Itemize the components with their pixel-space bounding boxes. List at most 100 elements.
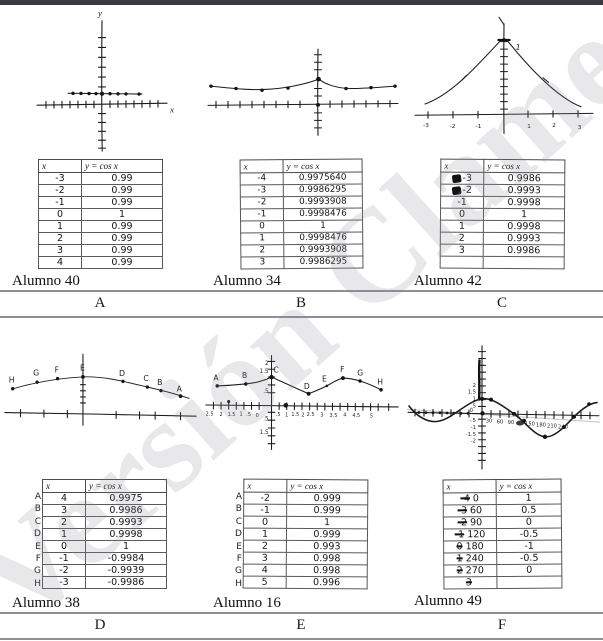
- x-cell: 3: [41, 504, 86, 517]
- x-tick-label: 1: [527, 124, 531, 130]
- y-cell: 1: [84, 540, 167, 553]
- curve: [11, 376, 190, 399]
- ink-scribble: [452, 173, 462, 183]
- x-cell: 3: [443, 576, 497, 590]
- y-tick-labels: 2 1.5 .5 .5 1.5: [259, 361, 268, 436]
- row-label: E: [236, 541, 242, 552]
- table-header-row: x y = cos x: [440, 159, 565, 173]
- column-header-x: x: [38, 159, 82, 173]
- y-cell: 0.999: [286, 504, 368, 517]
- x-value: 120: [467, 529, 486, 541]
- point-label: G: [357, 369, 363, 378]
- table-row: -3 -0.9986: [41, 576, 167, 589]
- y-cell: 0.9993: [84, 516, 167, 529]
- panel-b: x y = cos x -4 0.9975640 -3 0.9986295 -2 0.…: [201, 6, 402, 290]
- y-cell: 0.9993: [483, 184, 565, 197]
- table-row: -2 90 0: [443, 515, 562, 530]
- struck-value: -4: [460, 493, 470, 505]
- row-label: D: [34, 529, 41, 540]
- divider: [0, 290, 603, 292]
- y-cell: 0: [496, 563, 562, 577]
- y-cell: 0.9998476: [283, 207, 363, 221]
- y-cell: 0.9986: [483, 172, 565, 185]
- y-cell: 0.99: [81, 232, 163, 245]
- y-cell: 0.9998: [84, 528, 167, 541]
- x-cell: 4: [38, 256, 82, 269]
- y-tick-label: .5: [263, 417, 269, 423]
- values-table-alumno-42: x y = cos x -3 0.9986 -2 0.9993 -1 0.9998 0…: [439, 158, 566, 270]
- y-tick-label: .5: [263, 389, 269, 395]
- y-axis: [97, 20, 106, 152]
- x-cell: 3: [38, 244, 82, 257]
- y-cell: 0.998: [286, 564, 368, 577]
- x-value: 240: [465, 553, 484, 565]
- curve: [208, 78, 397, 91]
- x-tick-label: 2: [301, 413, 304, 419]
- x-cell: -1: [243, 504, 287, 517]
- x-cell: [440, 256, 484, 269]
- panel-c: -3 -2 -1 1 2 3 1 x y = cos x -3 0.9986 -2…: [402, 6, 603, 290]
- point-label: D: [119, 369, 125, 378]
- y-cell: 0.996: [286, 576, 368, 589]
- x-cell: -1 120: [443, 528, 497, 542]
- x-cell: 1: [38, 220, 82, 233]
- row-label: A: [235, 492, 242, 502]
- curve: [423, 38, 582, 108]
- row-label: F: [35, 553, 41, 564]
- y-cell: 1: [81, 208, 163, 221]
- x-cell: 2 270: [443, 564, 497, 578]
- ink-scribble: [451, 185, 462, 195]
- ruler-line: [406, 408, 600, 423]
- row-label: G: [235, 566, 242, 577]
- y-cell: 0.99: [81, 220, 163, 233]
- y-cell: 0.99: [81, 244, 163, 257]
- x-axis: [3, 409, 197, 421]
- row-label: F: [236, 553, 242, 564]
- x-cell: 3: [240, 256, 284, 270]
- x-cell: -3: [38, 172, 82, 185]
- table-row: 4 0.9975: [41, 492, 167, 505]
- x-tick-labels: -3 -2 -1 1 2 3: [423, 123, 582, 131]
- x-cell: -1: [41, 552, 86, 565]
- table-row: -2 -0.9939: [41, 564, 167, 577]
- x-cell: -3: [41, 576, 86, 589]
- column-header-y: y = cos x: [496, 478, 562, 493]
- values-table-alumno-38: x y = cos x 4 0.9975 3 0.9986 2 0.9993 1 0.9…: [41, 479, 167, 589]
- panel-letter: F: [497, 617, 507, 634]
- y-cell: 1: [496, 491, 562, 505]
- x-tick-label: 3: [577, 125, 581, 131]
- values-table-alumno-34: x y = cos x -4 0.9975640 -3 0.9986295 -2 0.…: [239, 158, 364, 270]
- point-label: A: [176, 384, 182, 393]
- x-cell: -2: [240, 196, 284, 210]
- panel-letter: B: [295, 295, 307, 311]
- panel-letter: A: [94, 295, 106, 311]
- row-label: E: [35, 541, 41, 552]
- point-label: H: [377, 377, 383, 386]
- y-cell: 0: [496, 515, 562, 529]
- x-cell: -3: [440, 172, 484, 185]
- y-cell: 0.999: [286, 528, 368, 541]
- struck-value: -1: [454, 529, 465, 541]
- table-row: -2 0.9993908: [240, 195, 363, 210]
- x-tick-label: 4: [343, 413, 346, 419]
- table-row: 2 0.9993: [440, 232, 565, 245]
- point-label: C: [273, 366, 278, 375]
- y-cell: 0.9986: [84, 504, 167, 517]
- y-cell: -0.5: [496, 527, 562, 541]
- x-cell: -1: [240, 208, 284, 222]
- point-label: C: [143, 374, 149, 383]
- table-row: -3 0.99: [38, 172, 163, 185]
- x-cell: -2 90: [443, 516, 497, 530]
- table-row: -3 0.9986295: [240, 183, 363, 198]
- x-axis: [406, 408, 600, 420]
- x-tick-label: -1: [475, 124, 481, 130]
- x-tick-label: 1: [285, 413, 288, 419]
- x-tick-labels: 2.5 2 1.5 1 .5 0 .5 1 1.5 2 2.5 3 3.5 4 …: [205, 411, 372, 420]
- x-cell: 5: [243, 576, 287, 589]
- divider: [0, 638, 603, 641]
- table-row: 1 0.9998: [440, 220, 565, 233]
- x-axis: [35, 99, 168, 109]
- y-tick-label: -1: [470, 425, 475, 431]
- y-cell: 0.999: [286, 492, 368, 505]
